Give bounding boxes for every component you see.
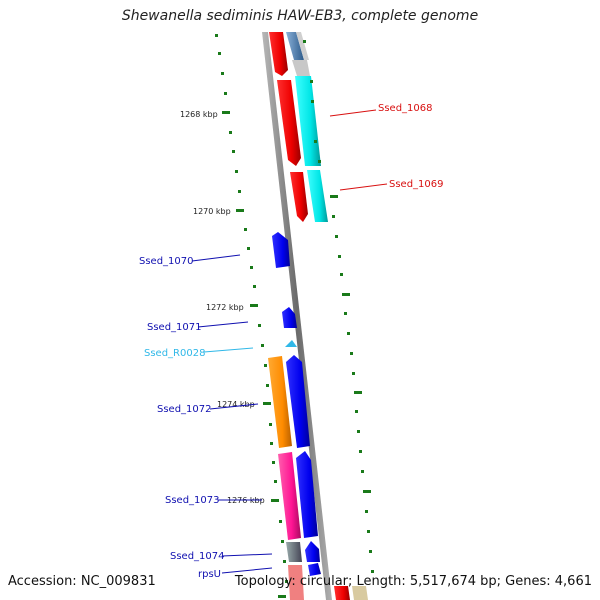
- gene-ssed-1070: [272, 232, 290, 268]
- gene-ssed-1068: [295, 76, 321, 166]
- gene-label-ssed-1068[interactable]: Ssed_1068: [378, 103, 433, 114]
- gene-label-ssed-1070[interactable]: Ssed_1070: [139, 256, 194, 267]
- gene-ssed-1072-orange: [268, 356, 292, 448]
- genome-backbone: [262, 32, 332, 600]
- gene-ssed-r0028: [285, 340, 297, 347]
- gene-arrow-red: [269, 32, 288, 76]
- gene-feature: [292, 60, 310, 76]
- gene-label-rpsu[interactable]: rpsU: [198, 569, 221, 580]
- gene-label-ssed-1071[interactable]: Ssed_1071: [147, 322, 202, 333]
- gene-ssed-1074-gray: [286, 542, 302, 562]
- gene-ssed-1069: [307, 170, 328, 222]
- gene-feature: [334, 586, 350, 600]
- gene-label-ssed-1072[interactable]: Ssed_1072: [157, 404, 212, 415]
- gene-ssed-1068-partner: [277, 80, 301, 166]
- left-ruler-major-ticks: [222, 111, 286, 598]
- gene-ssed-1073: [296, 451, 318, 538]
- kbp-label-1272: 1272 kbp: [206, 303, 244, 312]
- kbp-label-1268: 1268 kbp: [180, 110, 218, 119]
- left-ruler-minor-ticks: [215, 34, 288, 583]
- gene-feature: [308, 563, 321, 576]
- accession-text: Accession: NC_009831: [8, 574, 156, 589]
- gene-label-ssed-r0028[interactable]: Ssed_R0028: [144, 348, 205, 359]
- gene-label-ssed-1069[interactable]: Ssed_1069: [389, 179, 444, 190]
- label-leader-lines: [191, 109, 388, 574]
- kbp-label-1274: 1274 kbp: [217, 400, 255, 409]
- gene-ssed-1071: [282, 307, 297, 328]
- genome-summary-text: Topology: circular; Length: 5,517,674 bp…: [234, 574, 592, 589]
- gene-label-ssed-1073[interactable]: Ssed_1073: [165, 495, 220, 506]
- gene-arrow-red-2: [290, 172, 308, 222]
- gene-feature: [286, 32, 304, 60]
- gene-ssed-1073-pink: [278, 452, 301, 540]
- gene-ssed-1074: [305, 541, 320, 562]
- gene-rpsu: [288, 565, 304, 600]
- map-title: Shewanella sediminis HAW-EB3, complete g…: [121, 8, 479, 24]
- gene-feature: [296, 32, 309, 60]
- gene-ssed-1072: [286, 355, 310, 448]
- gene-label-ssed-1074[interactable]: Ssed_1074: [170, 551, 225, 562]
- gene-feature: [352, 586, 368, 600]
- kbp-label-1270: 1270 kbp: [193, 207, 231, 216]
- right-ruler-ticks: [303, 40, 374, 573]
